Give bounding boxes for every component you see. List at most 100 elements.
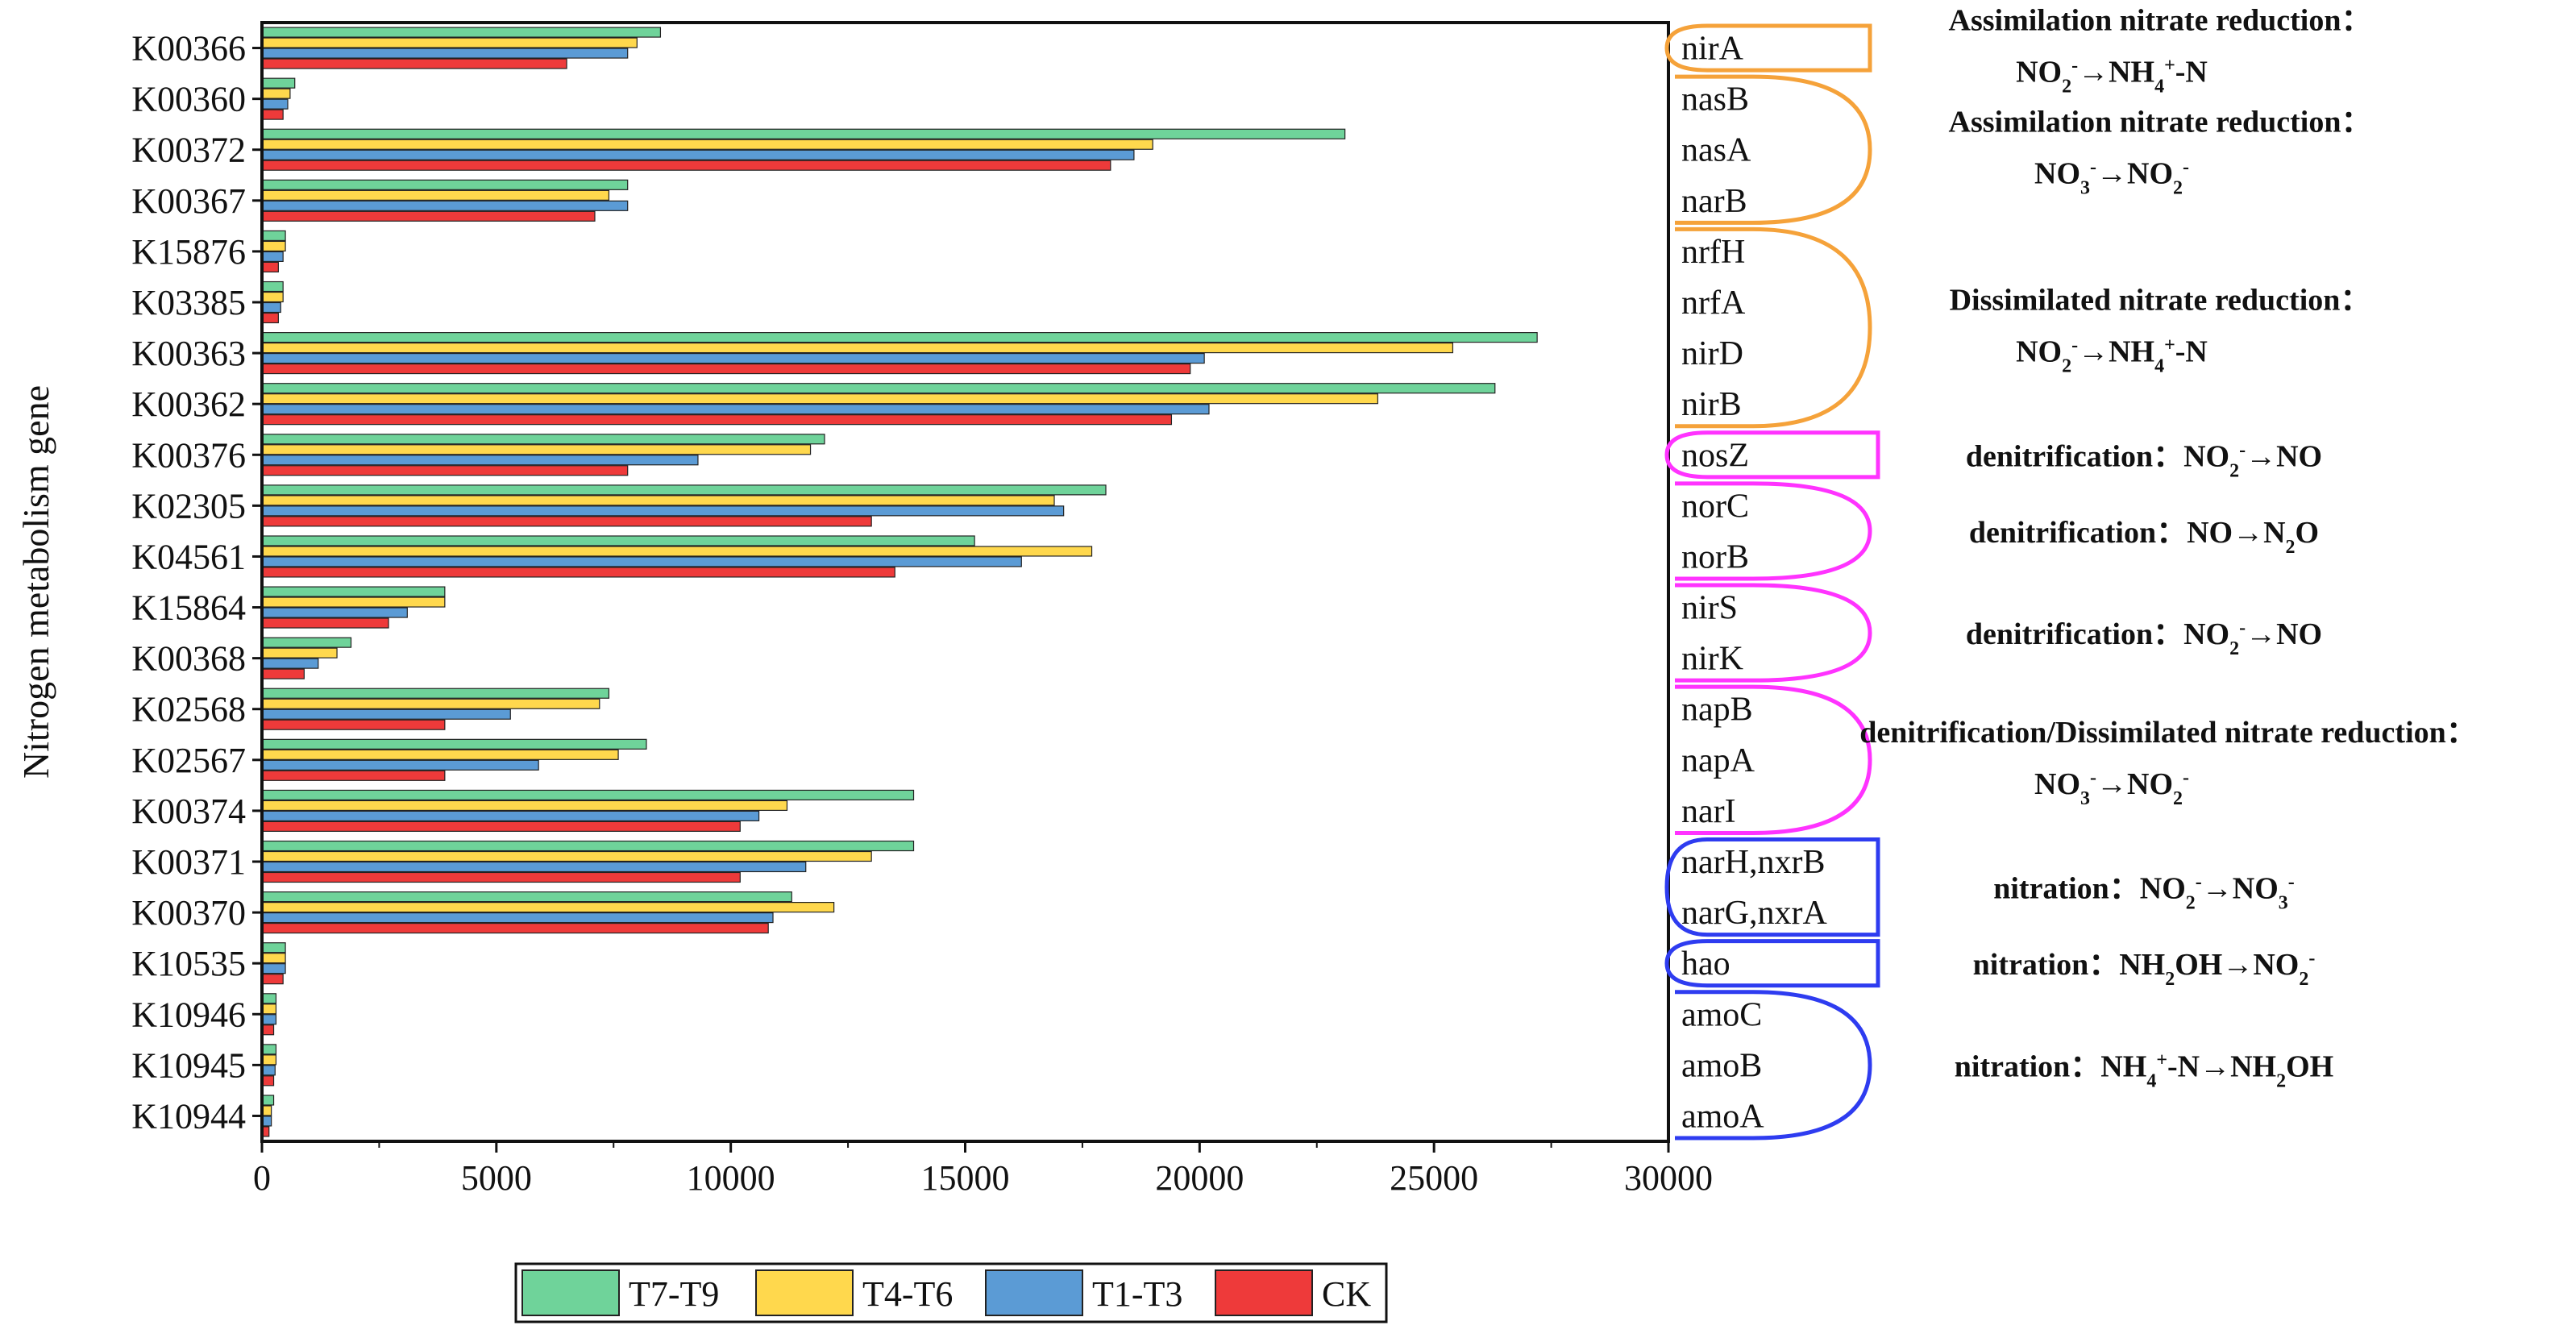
legend-label: T1-T3: [1092, 1274, 1182, 1314]
annotation-formula: denitrification：NO→N2O: [1969, 516, 2319, 558]
legend-swatch: [985, 1269, 1083, 1316]
annotation-formula: nitration：NH2OH→NO2-: [1973, 948, 2316, 990]
bar-t1-t3-k04561: [261, 556, 1022, 567]
bar-t7-t9-k15864: [261, 586, 446, 597]
bar-ck-k10945: [261, 1075, 275, 1086]
bar-t1-t3-k03385: [261, 301, 281, 314]
bar-t1-t3-k10535: [261, 963, 286, 974]
bar-t4-t6-k00374: [261, 800, 788, 812]
bar-t1-t3-k00362: [261, 404, 1210, 415]
y-tick-label: K15864: [131, 588, 246, 628]
bar-t4-t6-k00362: [261, 393, 1378, 405]
x-axis-ticks: 0 5000 10000 15000 20000 25000 30000: [253, 1141, 1713, 1198]
annotation-formula: denitrification：NO2-→NO: [1966, 439, 2322, 481]
bar-t4-t6-k10946: [261, 1003, 277, 1015]
legend-label: CK: [1322, 1274, 1371, 1314]
y-tick-label: K00368: [131, 639, 246, 679]
bar-t4-t6-k02567: [261, 749, 619, 760]
y-tick-label: K00376: [131, 435, 246, 475]
bar-t4-t6-k10945: [261, 1054, 277, 1066]
gene-label: nirB: [1681, 386, 1742, 423]
bar-t1-t3-k10946: [261, 1014, 277, 1025]
bar-t7-t9-k03385: [261, 280, 284, 293]
annotation-bracket: [1675, 74, 1872, 225]
gene-label: amoA: [1681, 1098, 1764, 1135]
x-tick-label: 20000: [1155, 1158, 1244, 1198]
annotation-title: Dissimilated nitrate reduction：: [1950, 284, 2371, 318]
gene-label: hao: [1681, 945, 1730, 983]
annotation-formula: nitration：NO2-→NO3-: [1993, 872, 2295, 914]
bar-t4-t6-k00360: [261, 88, 291, 99]
bar-t1-t3-k00360: [261, 98, 289, 110]
bar-t7-t9-k00360: [261, 77, 296, 89]
bar-ck-k00368: [261, 668, 305, 679]
bar-t1-t3-k02568: [261, 708, 511, 720]
x-tick-label: 30000: [1624, 1158, 1713, 1198]
annotation-bracket: [1675, 583, 1872, 683]
bar-t7-t9-k00371: [261, 840, 915, 852]
y-tick-label: K15876: [131, 232, 246, 272]
bar-t4-t6-k00366: [261, 37, 638, 48]
y-axis-ticks: K00366 K00360 K00372 K00367 K15876 K03385 K003…: [131, 29, 262, 1136]
y-axis-label: Nitrogen metabolism gene: [15, 385, 56, 779]
y-tick-label: K00367: [131, 181, 246, 221]
y-tick-label: K00366: [131, 29, 246, 69]
bar-ck-k02305: [261, 516, 872, 527]
bar-t4-t6-k02568: [261, 698, 600, 709]
bar-t1-t3-k00376: [261, 455, 699, 466]
bar-t7-t9-k15876: [261, 230, 286, 242]
y-tick-label: K03385: [131, 283, 246, 322]
y-tick-label: K02567: [131, 741, 246, 780]
bar-t4-t6-k00371: [261, 850, 872, 862]
bar-t4-t6-k15876: [261, 240, 286, 252]
bar-t4-t6-k10535: [261, 953, 286, 964]
gene-label: nirD: [1681, 335, 1743, 372]
y-tick-label: K02305: [131, 486, 246, 526]
bar-t7-t9-k10946: [261, 993, 277, 1004]
gene-label: nirA: [1681, 31, 1744, 68]
annotation-formula: NO3-→NO2-: [2034, 767, 2189, 809]
bar-ck-k10946: [261, 1024, 275, 1036]
annotation-bracket: [1675, 684, 1872, 835]
bar-ck-k15876: [261, 261, 279, 272]
bar-t4-t6-k03385: [261, 291, 284, 303]
bar-t1-t3-k00368: [261, 658, 319, 669]
annotation-title: denitrification/Dissimilated nitrate red…: [1859, 716, 2477, 750]
bar-ck-k00362: [261, 414, 1173, 426]
gene-label: nosZ: [1681, 437, 1749, 474]
bar-t1-t3-k00363: [261, 352, 1205, 364]
x-tick-label: 15000: [921, 1158, 1010, 1198]
annotation-bracket: [1664, 837, 1880, 937]
annotation-formula: denitrification：NO2-→NO: [1966, 617, 2322, 659]
bar-t4-t6-k00376: [261, 444, 812, 455]
legend-label: T4-T6: [862, 1274, 953, 1314]
bar-ck-k00370: [261, 922, 769, 934]
bar-ck-k00367: [261, 210, 596, 222]
gene-label: nasA: [1681, 132, 1751, 169]
bar-t7-t9-k00368: [261, 637, 352, 648]
gene-label: napB: [1681, 692, 1753, 729]
y-tick-label: K00363: [131, 334, 246, 373]
gene-label: narH,nxrB: [1681, 844, 1825, 881]
bar-t7-t9-k02567: [261, 738, 647, 750]
gene-label: narB: [1681, 183, 1747, 220]
bar-t7-t9-k00363: [261, 332, 1538, 343]
bar-t1-t3-k00370: [261, 912, 774, 924]
bar-ck-k00366: [261, 58, 567, 69]
bar-t4-t6-k04561: [261, 546, 1093, 557]
annotation-bracket: [1664, 430, 1880, 480]
gene-label: nasB: [1681, 81, 1749, 118]
bar-ck-k02567: [261, 770, 446, 781]
annotation-formula: NO2-→NH4+-N: [2016, 335, 2208, 377]
bar-ck-k00376: [261, 465, 629, 476]
bar-ck-k10535: [261, 974, 284, 985]
bar-ck-k00374: [261, 821, 741, 832]
x-tick-label: 5000: [461, 1158, 532, 1198]
y-tick-label: K10945: [131, 1045, 246, 1085]
bar-ck-k00360: [261, 109, 284, 120]
bar-t4-t6-k00372: [261, 139, 1153, 150]
bar-t1-t3-k00366: [261, 48, 629, 59]
gene-label: norB: [1681, 538, 1749, 575]
bar-t4-t6-k15864: [261, 596, 446, 608]
